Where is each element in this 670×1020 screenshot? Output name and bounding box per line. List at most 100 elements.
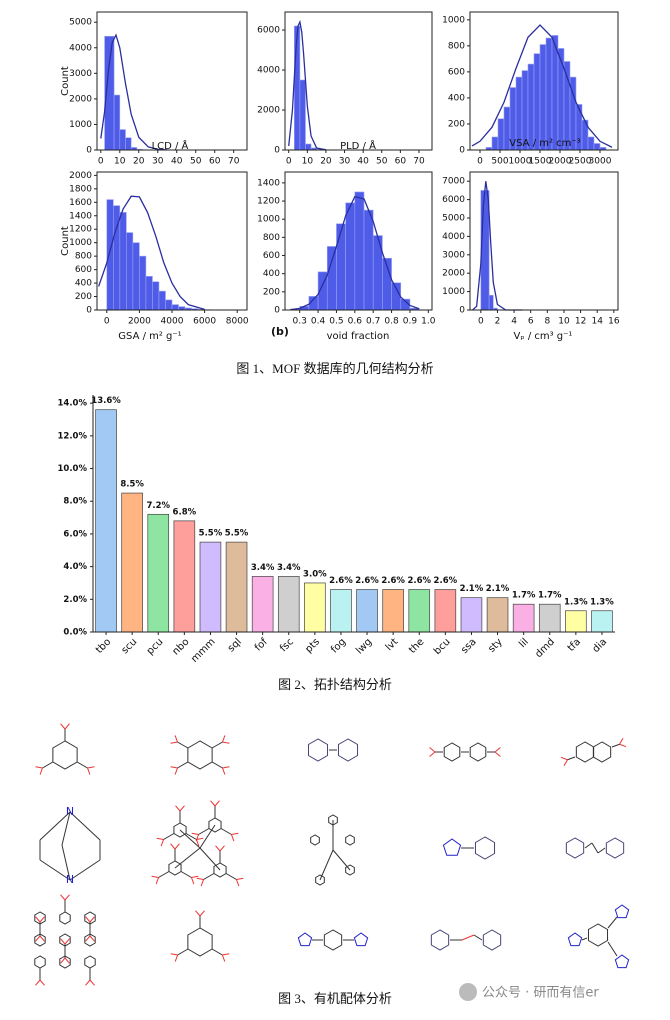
- bond: [85, 935, 91, 942]
- bond: [85, 979, 91, 986]
- x-axis-label: PLD / Å: [340, 139, 376, 152]
- histogram-bar: [363, 209, 374, 311]
- bond: [156, 837, 164, 840]
- x-tick-label: fof: [253, 636, 270, 653]
- bond: [199, 910, 205, 917]
- ring: [310, 834, 320, 846]
- value-label: 3.4%: [277, 563, 301, 573]
- figure-caption: 图 2、拓扑结构分析: [278, 677, 392, 692]
- bond: [60, 957, 66, 964]
- x-tick-label: bcu: [432, 636, 453, 657]
- bond: [619, 743, 627, 748]
- bond: [175, 805, 181, 812]
- x-tick-label: dia: [591, 636, 610, 655]
- bond: [170, 741, 178, 744]
- bond: [211, 761, 223, 769]
- x-tick-label: pts: [303, 636, 322, 655]
- x-axis-label: Vₚ / cm³ g⁻¹: [514, 331, 573, 342]
- bond: [180, 871, 192, 878]
- value-label: 3.4%: [251, 563, 275, 573]
- value-label: 1.3%: [564, 597, 588, 607]
- x-tick-label: lil: [517, 636, 531, 650]
- ring: [575, 741, 595, 763]
- y-tick-label: 200: [263, 287, 280, 297]
- bar: [304, 582, 326, 633]
- histogram-bar: [139, 255, 147, 311]
- bond: [174, 735, 178, 743]
- bond: [35, 766, 43, 769]
- ring: [52, 740, 78, 770]
- y-tick-label: 800: [263, 233, 280, 243]
- x-tick-label: mmm: [189, 636, 217, 664]
- bond: [61, 811, 71, 846]
- ring: [187, 740, 213, 770]
- bar: [277, 576, 300, 633]
- bond: [591, 842, 599, 854]
- bond: [64, 723, 70, 730]
- x-tick-label: scu: [120, 636, 140, 656]
- x-tick-label: 14: [591, 317, 603, 327]
- bond: [60, 894, 66, 901]
- y-tick-label: 1000: [69, 238, 92, 248]
- x-tick-label: fsc: [278, 636, 296, 654]
- bond: [89, 979, 95, 986]
- value-label: 2.6%: [407, 576, 431, 586]
- bond: [76, 761, 88, 769]
- y-tick-label: 14.0%: [58, 399, 88, 409]
- x-tick-label: 0.8: [384, 317, 399, 327]
- bond: [196, 837, 204, 840]
- bond: [219, 845, 225, 852]
- bond: [39, 767, 43, 775]
- atom: N: [66, 805, 74, 818]
- histogram-bar: [545, 37, 553, 151]
- x-tick-label: 10: [558, 317, 570, 327]
- ring: [345, 834, 355, 846]
- x-tick-label: 40: [357, 157, 369, 167]
- ring: [605, 837, 625, 859]
- value-label: 5.5%: [199, 529, 223, 539]
- bar: [199, 541, 222, 633]
- histogram-bar: [539, 44, 547, 151]
- value-label: 8.5%: [120, 480, 144, 490]
- bar: [382, 589, 404, 633]
- x-tick-label: pcu: [145, 636, 166, 657]
- y-tick-label: 3000: [442, 250, 465, 260]
- histogram-bar: [593, 143, 601, 151]
- y-tick-label: 1000: [257, 215, 280, 225]
- plot-frame: [469, 11, 619, 151]
- x-tick-label: 1.0: [421, 317, 436, 327]
- y-tick-label: 4000: [69, 43, 92, 53]
- value-label: 7.2%: [146, 501, 170, 511]
- ring: [345, 864, 355, 876]
- y-tick-label: 0: [274, 146, 280, 156]
- ring: [307, 738, 329, 762]
- bond: [199, 847, 221, 871]
- bond: [567, 756, 576, 761]
- y-tick-label: 200: [75, 292, 92, 302]
- bond: [191, 875, 199, 878]
- plot-frame: [284, 11, 433, 151]
- bond: [179, 805, 185, 812]
- bond: [89, 935, 95, 942]
- value-label: 13.6%: [91, 396, 121, 406]
- ring: [614, 954, 630, 969]
- bond: [87, 767, 91, 775]
- y-tick-label: 12.0%: [58, 431, 88, 441]
- bond: [222, 953, 230, 956]
- watermark: 公众号 · 研而有信er: [482, 986, 599, 1001]
- bond: [203, 873, 215, 880]
- bond: [179, 829, 201, 849]
- x-tick-label: lvt: [384, 636, 401, 653]
- ring: [353, 932, 369, 947]
- x-tick-label: 30: [152, 157, 164, 167]
- bond: [39, 859, 71, 881]
- bond: [85, 916, 91, 923]
- panel-label: (b): [271, 325, 289, 338]
- histogram-bar: [119, 212, 127, 311]
- x-axis-label: LCD / Å: [152, 139, 189, 152]
- bond: [210, 800, 216, 807]
- value-label: 5.5%: [225, 529, 249, 539]
- fit-curve: [290, 195, 420, 311]
- ring: [443, 742, 461, 762]
